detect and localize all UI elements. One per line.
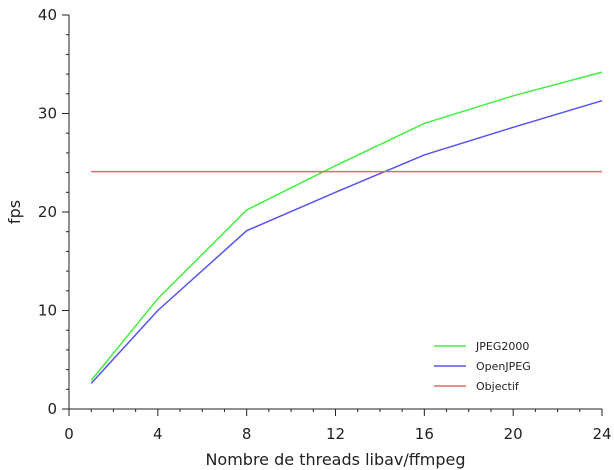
x-tick-label: 4 [153,425,163,443]
chart-axes: 0 10 20 30 40 0 4 8 12 16 20 24 [38,6,612,443]
y-tick-label: 0 [47,400,57,418]
x-tick-label: 12 [326,425,345,443]
legend-label: JPEG2000 [475,340,529,353]
x-axis-title: Nombre de threads libav/ffmpeg [205,450,465,469]
legend-label: OpenJPEG [476,360,531,373]
chart-series-lines [90,71,603,384]
series-line-openjpeg [90,99,603,384]
x-tick-label: 16 [415,425,434,443]
y-tick-label: 30 [38,105,57,123]
x-tick-label: 20 [504,425,523,443]
y-tick-label: 40 [38,6,57,24]
x-tick-label: 0 [64,425,74,443]
chart-legend: JPEG2000 OpenJPEG Objectif [434,340,531,393]
x-tick-label: 24 [592,425,611,443]
series-line-jpeg2000 [90,71,603,381]
y-tick-label: 10 [38,302,57,320]
y-axis-title: fps [5,200,24,224]
x-tick-label: 8 [242,425,252,443]
y-tick-label: 20 [38,203,57,221]
legend-label: Objectif [476,380,520,393]
